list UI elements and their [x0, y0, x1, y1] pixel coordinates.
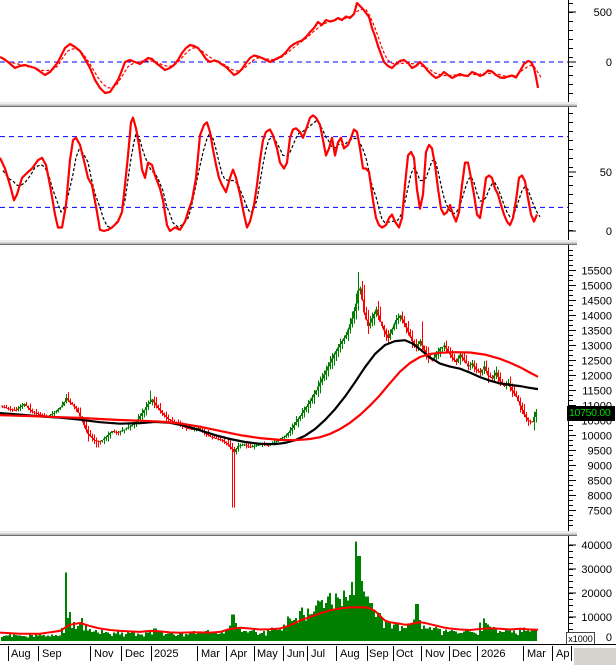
panel-splitter[interactable] — [0, 102, 577, 107]
price-panel[interactable]: 15500 15000 14500 14000 13500 13000 12500 12000… — [0, 245, 616, 531]
time-axis-separator — [90, 646, 91, 661]
axis-tick-label: 9500 — [588, 446, 612, 458]
time-axis-label: Mar — [201, 648, 220, 660]
time-axis-separator — [283, 646, 284, 661]
time-axis-label: Sep — [369, 648, 389, 660]
stochastic-oscillator-canvas: 50 0 — [0, 107, 612, 240]
axis-tick-label: 40000 — [581, 540, 612, 552]
time-axis-separator — [121, 646, 122, 661]
time-axis-separator — [393, 646, 394, 661]
time-axis: Aug Sep Nov Dec 2025 Mar Apr May Jun Jul Aug Sep Oct… — [0, 644, 616, 665]
momentum-panel[interactable]: 500 0 — [0, 0, 616, 102]
window-corner-filler — [574, 648, 616, 665]
axis-tick-label: 13500 — [581, 326, 612, 338]
time-axis-separator — [8, 646, 9, 661]
time-axis-label: Apr — [230, 648, 248, 660]
axis-tick-label: 8500 — [588, 476, 612, 488]
momentum-oscillator-line — [0, 1, 540, 95]
volume-axis-zero-label: 0 — [605, 632, 612, 644]
price-panel-axis[interactable]: 15500 15000 14500 14000 13500 13000 12500 12000… — [568, 245, 612, 531]
volume-bars-group — [1, 541, 537, 641]
time-axis-label: Dec — [452, 648, 472, 660]
time-axis-label: Oct — [396, 648, 414, 660]
time-axis-separator — [571, 646, 572, 661]
axis-tick-label: 9000 — [588, 461, 612, 473]
time-axis-label: Aug — [11, 648, 31, 660]
axis-tick-label: 0 — [606, 226, 612, 238]
time-axis-separator — [449, 646, 450, 661]
time-axis-separator — [151, 646, 152, 661]
axis-tick-label: 20000 — [581, 588, 612, 600]
time-axis-label: Jun — [287, 648, 305, 660]
ma-slow-line — [0, 351, 539, 442]
volume-ma-line — [0, 606, 539, 635]
axis-tick-label: 15000 — [581, 281, 612, 293]
time-axis-label: Mar — [527, 648, 546, 660]
price-panel-canvas: 15500 15000 14500 14000 13500 13000 12500 12000… — [0, 245, 612, 531]
axis-tick-label: 14000 — [581, 311, 612, 323]
time-axis-separator — [477, 646, 478, 661]
ma-fast-line — [0, 339, 539, 446]
time-axis-label: 2025 — [154, 648, 179, 660]
candles-group — [1, 272, 537, 508]
time-axis-separator — [307, 646, 308, 661]
time-axis-separator — [421, 646, 422, 661]
axis-tick-label: 11500 — [582, 386, 612, 398]
momentum-oscillator-axis[interactable]: 500 0 — [568, 0, 612, 102]
volume-panel-canvas: 40000 30000 20000 10000 — [0, 536, 612, 644]
axis-tick-label: 12000 — [581, 371, 612, 383]
axis-tick-label: 0 — [606, 57, 612, 69]
stochastic-oscillator-line — [0, 114, 539, 233]
axis-tick-label: 12500 — [581, 356, 612, 368]
stochastic-oscillator-axis[interactable]: 50 0 — [568, 107, 612, 240]
axis-tick-label: 15500 — [581, 266, 612, 278]
axis-tick-label: 50 — [600, 167, 612, 179]
time-axis-label: 2026 — [481, 648, 506, 660]
axis-tick-label: 14500 — [581, 296, 612, 308]
time-axis-separator — [38, 646, 39, 661]
time-axis-label: Aug — [340, 648, 360, 660]
time-axis-separator — [254, 646, 255, 661]
time-axis-label: Nov — [425, 648, 445, 660]
time-axis-label: Jul — [311, 648, 326, 660]
time-axis-label: Nov — [94, 648, 114, 660]
time-axis-separator — [197, 646, 198, 661]
time-axis-label: Sep — [42, 648, 62, 660]
axis-tick-label: 8000 — [588, 491, 612, 503]
last-price-label: 10750.00 — [567, 406, 615, 421]
time-axis-separator — [552, 646, 553, 661]
axis-tick-label: 500 — [594, 7, 612, 19]
time-axis-separator — [226, 646, 227, 661]
axis-tick-label: 13000 — [581, 341, 612, 353]
panel-splitter[interactable] — [0, 240, 577, 245]
axis-tick-label: 30000 — [581, 564, 612, 576]
time-axis-separator — [367, 646, 368, 661]
axis-tick-label: 10000 — [581, 431, 612, 443]
axis-tick-label: 7500 — [588, 506, 612, 518]
time-axis-separator — [523, 646, 524, 661]
time-axis-label: Ap — [556, 648, 570, 660]
momentum-oscillator-canvas: 500 0 — [0, 0, 612, 102]
oscillator-panel[interactable]: 50 0 — [0, 107, 616, 240]
volume-panel-axis[interactable]: 40000 30000 20000 10000 — [568, 536, 612, 644]
panel-splitter[interactable] — [0, 531, 577, 536]
axis-tick-label: 10000 — [581, 612, 612, 624]
time-axis-label: Dec — [125, 648, 145, 660]
momentum-oscillator-signal-line — [2, 8, 542, 89]
time-axis-label: May — [257, 648, 278, 660]
time-axis-separator — [336, 646, 337, 661]
volume-panel[interactable]: 40000 30000 20000 10000 — [0, 536, 616, 644]
